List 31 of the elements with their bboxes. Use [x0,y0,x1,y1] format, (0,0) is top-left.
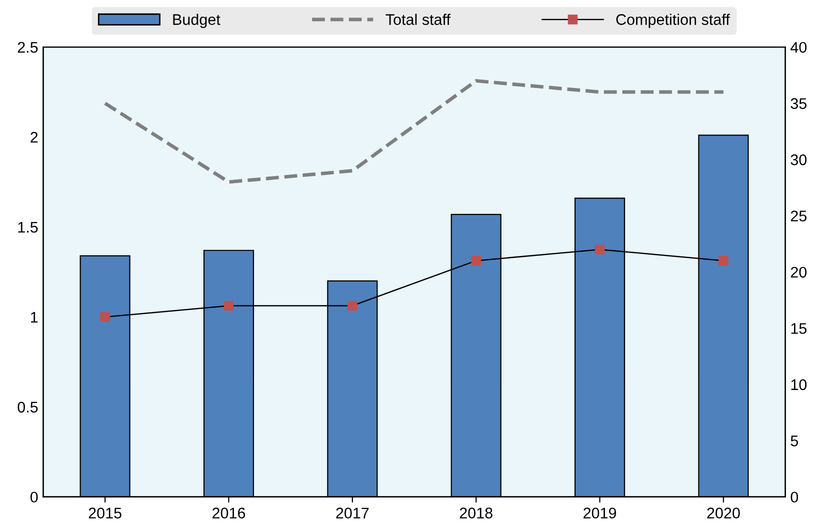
y2-tick-label: 0 [790,492,798,503]
x-tick-label: 2018 [460,508,492,518]
x-tick-label: 2020 [707,508,740,518]
y-tick-label: 0 [30,492,38,503]
y2-tick-label: 5 [790,436,798,446]
legend-label: Competition staff [616,14,730,28]
point [348,300,358,311]
y2-tick-label: 40 [790,42,807,53]
y2-tick-label: 10 [791,379,807,390]
y-tick-label: 2 [30,132,38,143]
point [594,244,605,254]
y2-tick-label: 15 [791,323,807,334]
point [471,256,481,266]
line-series [103,79,726,184]
x-tick-label: 2019 [584,508,616,518]
x-tick-label: 2017 [336,508,369,518]
point [718,256,728,266]
y-tick-label: 2.5 [18,42,38,53]
y-tick-label: 0.5 [18,402,38,413]
legend-label: Budget [173,14,220,28]
point [224,300,234,311]
y2-tick-label: 25 [790,210,807,222]
legend-label: Total staff [386,14,451,25]
x-tick-label: 2015 [88,508,122,518]
y2-tick-label: 35 [790,98,807,109]
y2-tick-label: 30 [790,154,807,166]
point [100,312,110,322]
y-tick-label: 1 [31,312,38,322]
x-tick-label: 2016 [212,508,246,518]
y-tick-label: 1.5 [18,222,38,233]
y2-tick-label: 20 [790,266,807,278]
